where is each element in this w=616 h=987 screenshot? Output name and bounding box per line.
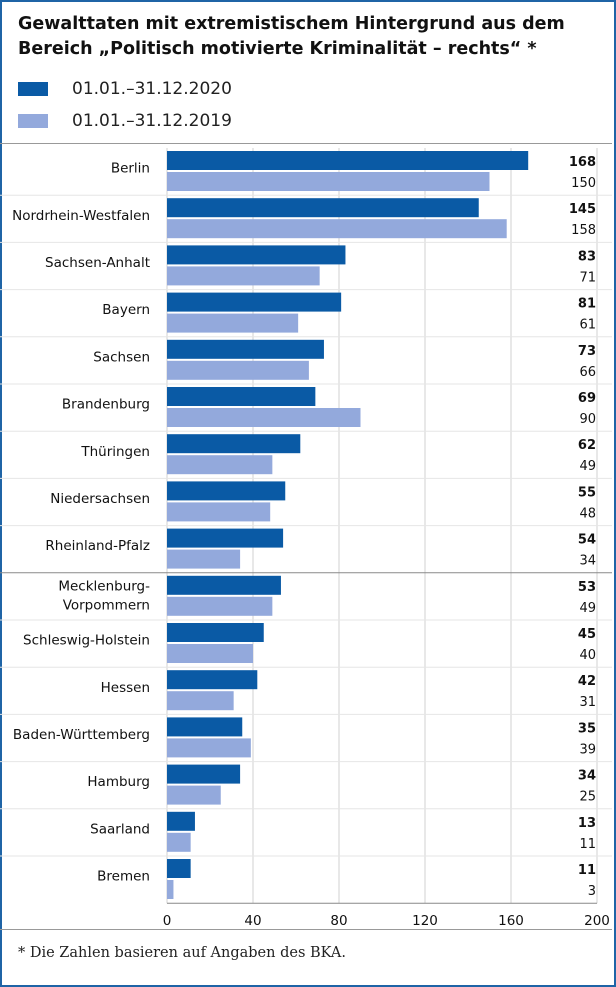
bar-2019 <box>167 360 309 380</box>
category-label: Baden-Württemberg <box>13 727 150 743</box>
category-label: Thüringen <box>80 444 150 460</box>
category-label: Bremen <box>97 869 150 885</box>
footnote-divider <box>0 929 612 930</box>
bar-chart: 168 150 Berlin 145 158 Nordrhein-Westfalen 83 7… <box>0 148 612 929</box>
value-label-2019: 3 <box>588 884 596 899</box>
bar-2020 <box>167 245 346 265</box>
value-label-2019: 31 <box>579 695 596 710</box>
bar-2019 <box>167 691 234 711</box>
bar-2019 <box>167 832 191 852</box>
value-label-2020: 55 <box>578 485 596 500</box>
value-label-2019: 49 <box>579 601 596 616</box>
value-label-2020: 54 <box>578 533 596 548</box>
value-label-2019: 150 <box>571 176 596 191</box>
bar-2019 <box>167 219 507 239</box>
bar-2020 <box>167 198 479 218</box>
x-tick-label: 120 <box>412 913 438 929</box>
chart-title: Gewalttaten mit extremistischem Hintergr… <box>18 14 565 59</box>
value-label-2019: 71 <box>579 270 596 285</box>
bar-2020 <box>167 811 195 831</box>
bar-2019 <box>167 549 241 569</box>
value-label-2019: 39 <box>579 742 596 757</box>
category-label: Sachsen-Anhalt <box>45 255 150 271</box>
value-label-2020: 69 <box>578 391 596 406</box>
x-tick-label: 200 <box>584 913 610 929</box>
value-label-2019: 158 <box>571 223 596 238</box>
category-label: Berlin <box>111 161 150 177</box>
bar-2019 <box>167 502 271 522</box>
value-label-2019: 61 <box>579 318 596 333</box>
category-label-line: Vorpommern <box>63 597 150 613</box>
bar-2020 <box>167 717 243 737</box>
legend-item-2019: 01.01.–31.12.2019 <box>18 110 232 132</box>
value-label-2020: 35 <box>578 721 596 736</box>
value-label-2020: 168 <box>569 155 596 170</box>
bar-2019 <box>167 785 221 805</box>
legend-label-2020: 01.01.–31.12.2020 <box>72 79 232 99</box>
value-label-2019: 49 <box>579 459 596 474</box>
category-label: Hessen <box>101 680 150 696</box>
value-label-2019: 25 <box>579 790 596 805</box>
bar-2020 <box>167 575 281 595</box>
bar-2020 <box>167 151 529 170</box>
category-label-line: Mecklenburg- <box>58 578 150 594</box>
value-label-2019: 40 <box>579 648 596 663</box>
category-label: Niedersachsen <box>50 491 150 507</box>
value-label-2020: 62 <box>578 438 596 453</box>
category-label: Saarland <box>90 821 150 837</box>
value-label-2020: 73 <box>578 344 596 359</box>
bar-2020 <box>167 292 342 312</box>
bar-2019 <box>167 880 174 899</box>
legend-label-2019: 01.01.–31.12.2019 <box>72 111 232 131</box>
x-tick-label: 160 <box>498 913 524 929</box>
bar-2019 <box>167 408 361 427</box>
bar-2019 <box>167 596 273 616</box>
bar-2020 <box>167 764 241 784</box>
bar-2020 <box>167 434 301 454</box>
footnote: * Die Zahlen basieren auf Angaben des BK… <box>18 945 346 961</box>
bar-2020 <box>167 670 258 690</box>
value-label-2020: 34 <box>578 769 596 784</box>
value-label-2020: 42 <box>578 674 596 689</box>
category-label: Mecklenburg- Vorpommern <box>58 578 150 613</box>
category-label: Bayern <box>102 302 150 318</box>
bar-2020 <box>167 481 286 501</box>
category-label: Rheinland-Pfalz <box>45 538 150 554</box>
x-tick-label: 0 <box>163 913 172 929</box>
category-label: Hamburg <box>87 774 150 790</box>
bar-2019 <box>167 313 299 333</box>
value-label-2020: 81 <box>578 297 596 312</box>
legend-divider <box>0 143 612 144</box>
value-label-2020: 53 <box>578 580 596 595</box>
legend-swatch-2020 <box>18 82 48 96</box>
legend-swatch-2019 <box>18 114 48 128</box>
bar-2019 <box>167 644 253 663</box>
bar-2019 <box>167 455 273 475</box>
category-label: Sachsen <box>93 349 150 365</box>
x-tick-label: 80 <box>330 913 347 929</box>
bar-2020 <box>167 623 264 642</box>
bar-2020 <box>167 339 324 359</box>
value-label-2019: 48 <box>579 506 596 521</box>
bar-2020 <box>167 387 316 406</box>
bar-2019 <box>167 738 251 758</box>
category-label: Brandenburg <box>62 397 150 413</box>
value-label-2019: 11 <box>579 837 596 852</box>
value-label-2020: 11 <box>578 863 596 878</box>
value-label-2020: 45 <box>578 627 596 642</box>
category-label: Nordrhein-Westfalen <box>12 208 150 224</box>
bar-2020 <box>167 528 284 548</box>
value-label-2019: 66 <box>579 365 596 380</box>
value-label-2020: 83 <box>578 249 596 264</box>
value-label-2019: 34 <box>579 554 596 569</box>
bar-2019 <box>167 172 490 191</box>
value-label-2020: 145 <box>569 202 596 217</box>
value-label-2019: 90 <box>579 412 596 427</box>
bar-2020 <box>167 859 191 878</box>
legend-item-2020: 01.01.–31.12.2020 <box>18 78 232 100</box>
value-label-2020: 13 <box>578 816 596 831</box>
bar-2019 <box>167 266 320 286</box>
category-label: Schleswig-Holstein <box>23 633 150 649</box>
x-tick-label: 40 <box>244 913 261 929</box>
